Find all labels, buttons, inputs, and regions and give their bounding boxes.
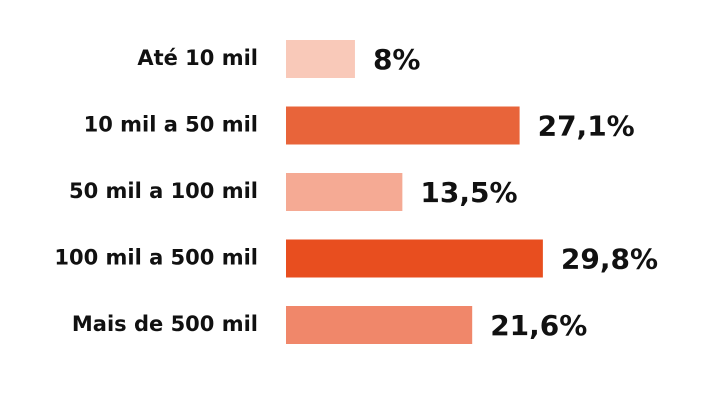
category-label: Mais de 500 mil: [72, 312, 258, 336]
bar: [286, 239, 543, 278]
bar: [286, 306, 473, 344]
category-label: 50 mil a 100 mil: [69, 179, 258, 203]
value-label: 21,6%: [490, 309, 587, 342]
bar: [286, 40, 355, 78]
value-label: 29,8%: [561, 243, 658, 276]
bar: [286, 106, 520, 145]
category-label: 10 mil a 50 mil: [84, 113, 258, 137]
category-label: 100 mil a 500 mil: [54, 246, 258, 270]
value-label: 27,1%: [538, 110, 635, 143]
bar: [286, 173, 403, 211]
value-label: 13,5%: [420, 176, 517, 209]
value-label: 8%: [373, 43, 421, 76]
category-label: Até 10 mil: [137, 46, 258, 70]
